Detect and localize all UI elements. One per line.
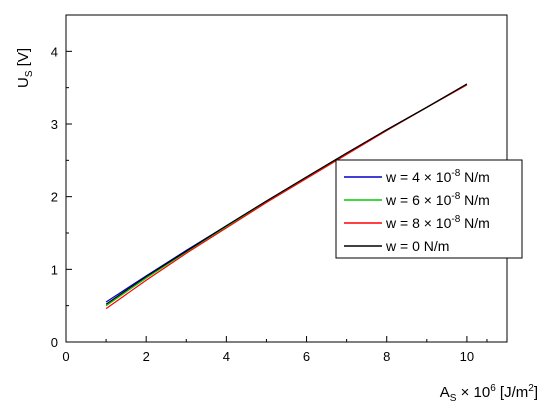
y-axis-label-unit: [V] [15, 48, 32, 71]
legend-label-post: N/m [460, 169, 490, 185]
y-axis-label-base: U [15, 77, 32, 88]
legend-label-pre: w = 4 × 10 [385, 169, 452, 185]
legend-label-sup: -8 [451, 214, 460, 225]
series-lines [105, 83, 468, 310]
legend-label-sup: -8 [451, 191, 460, 202]
legend-label-2: w = 8 × 10-8 N/m [385, 214, 490, 231]
y-tick-label: 1 [51, 262, 58, 277]
y-tick-label: 4 [51, 44, 58, 59]
x-axis-label-unit-sup: 2 [528, 383, 534, 394]
x-axis-label-sup: 6 [490, 383, 496, 394]
y-tick-label: 3 [51, 117, 58, 132]
x-tick-label: 0 [62, 349, 69, 364]
x-axis-label: AS × 106 [J/m2] [440, 383, 538, 404]
y-axis-label: US [V] [15, 48, 35, 88]
legend-label-pre: w = 6 × 10 [385, 192, 452, 208]
x-axis-ticks: 0 2 4 6 8 10 [62, 336, 488, 364]
x-axis-label-mid: × 10 [456, 384, 490, 401]
x-axis-label-sub: S [450, 393, 457, 404]
x-tick-label: 10 [460, 349, 474, 364]
x-axis-label-unit-post: ] [534, 384, 538, 401]
legend-label-pre: w = 0 N/m [385, 238, 449, 254]
y-tick-label: 2 [51, 190, 58, 205]
legend-label-pre: w = 8 × 10 [385, 215, 452, 231]
x-tick-label: 6 [303, 349, 310, 364]
x-axis-label-unit-pre: [J/m [496, 384, 529, 401]
legend-label-1: w = 6 × 10-8 N/m [385, 191, 490, 208]
y-tick-label: 0 [51, 335, 58, 350]
y-axis-label-sub: S [24, 70, 35, 77]
legend: w = 4 × 10-8 N/mw = 6 × 10-8 N/mw = 8 × … [335, 159, 523, 259]
x-tick-label: 2 [143, 349, 150, 364]
series-line-3 [105, 83, 468, 305]
legend-label-post: N/m [460, 192, 490, 208]
y-axis-ticks: 0 1 2 3 4 [51, 44, 72, 350]
legend-label-post: N/m [460, 215, 490, 231]
x-axis-label-base: A [440, 384, 450, 401]
x-tick-label: 4 [223, 349, 230, 364]
legend-label-sup: -8 [451, 168, 460, 179]
legend-label-3: w = 0 N/m [385, 238, 449, 254]
x-tick-label: 8 [383, 349, 390, 364]
legend-label-0: w = 4 × 10-8 N/m [385, 168, 490, 185]
